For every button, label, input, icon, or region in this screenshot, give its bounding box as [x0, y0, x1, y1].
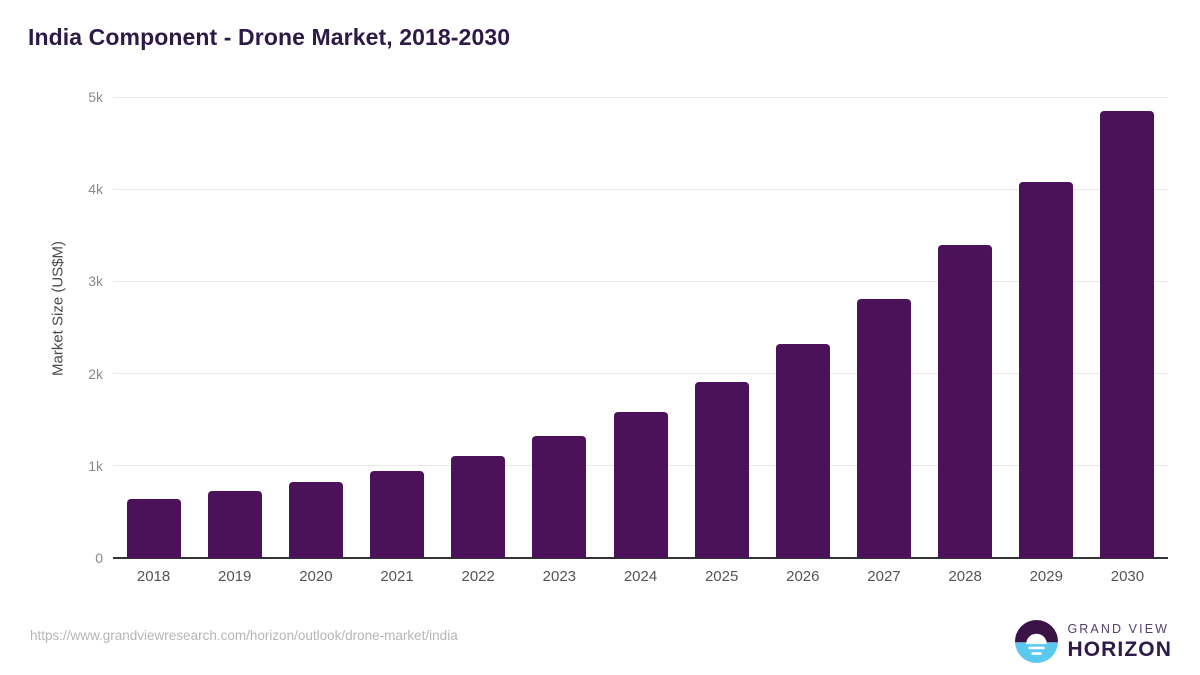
- horizon-circle-icon: [1015, 620, 1059, 663]
- y-axis-tick-label: 5k: [88, 89, 103, 105]
- y-axis-tick-label: 2k: [88, 365, 103, 382]
- x-axis-tick-label: 2018: [136, 568, 171, 585]
- bar[interactable]: [451, 455, 506, 558]
- bar[interactable]: [288, 482, 343, 558]
- gridline: [113, 280, 1168, 282]
- x-axis-tick-label: 2025: [704, 568, 739, 585]
- x-axis-tick-label: 2030: [1110, 568, 1145, 585]
- bar[interactable]: [856, 298, 911, 558]
- bar[interactable]: [126, 498, 181, 558]
- y-axis-tick-label: 0: [95, 550, 103, 566]
- source-url[interactable]: https://www.grandviewresearch.com/horizo…: [30, 628, 458, 643]
- gridline: [113, 96, 1168, 98]
- y-axis-tick-labels: 0 1k 2k 3k 4k 5k: [58, 0, 103, 675]
- x-axis-tick-label: 2021: [380, 568, 414, 585]
- page-title: India Component - Drone Market, 2018-203…: [28, 24, 511, 50]
- gridline: [113, 373, 1168, 375]
- logo-line-grand-view: GRAND VIEW: [1067, 622, 1170, 637]
- bar[interactable]: [938, 244, 993, 558]
- bar[interactable]: [613, 412, 668, 558]
- bar[interactable]: [532, 436, 587, 558]
- x-axis-tick-label: 2028: [948, 568, 982, 585]
- y-axis-tick-label: 1k: [88, 457, 103, 474]
- grand-view-horizon-logo: GRAND VIEW HORIZON: [1015, 620, 1172, 663]
- bar[interactable]: [694, 381, 749, 558]
- logo-wordmark: GRAND VIEW HORIZON: [1067, 623, 1172, 660]
- x-axis-tick-label: 2024: [623, 568, 658, 585]
- x-axis-tick-label: 2019: [218, 568, 252, 585]
- bar[interactable]: [370, 471, 425, 558]
- x-axis-tick-label: 2027: [867, 568, 901, 585]
- y-axis-tick-label: 3k: [88, 273, 103, 290]
- y-axis-tick-label: 4k: [88, 181, 103, 198]
- logo-line-horizon: HORIZON: [1067, 637, 1172, 661]
- x-axis-tick-label: 2022: [461, 568, 495, 585]
- axis-baseline: [113, 557, 1168, 559]
- x-axis-tick-label: 2023: [542, 568, 577, 585]
- bar[interactable]: [1019, 181, 1074, 558]
- x-axis-tick-label: 2020: [299, 568, 333, 585]
- bar[interactable]: [1100, 110, 1155, 558]
- gridline: [113, 188, 1168, 190]
- x-axis-tick-label: 2029: [1029, 568, 1063, 585]
- bar[interactable]: [775, 344, 830, 558]
- bar[interactable]: [207, 490, 262, 558]
- x-axis-tick-label: 2026: [786, 568, 820, 585]
